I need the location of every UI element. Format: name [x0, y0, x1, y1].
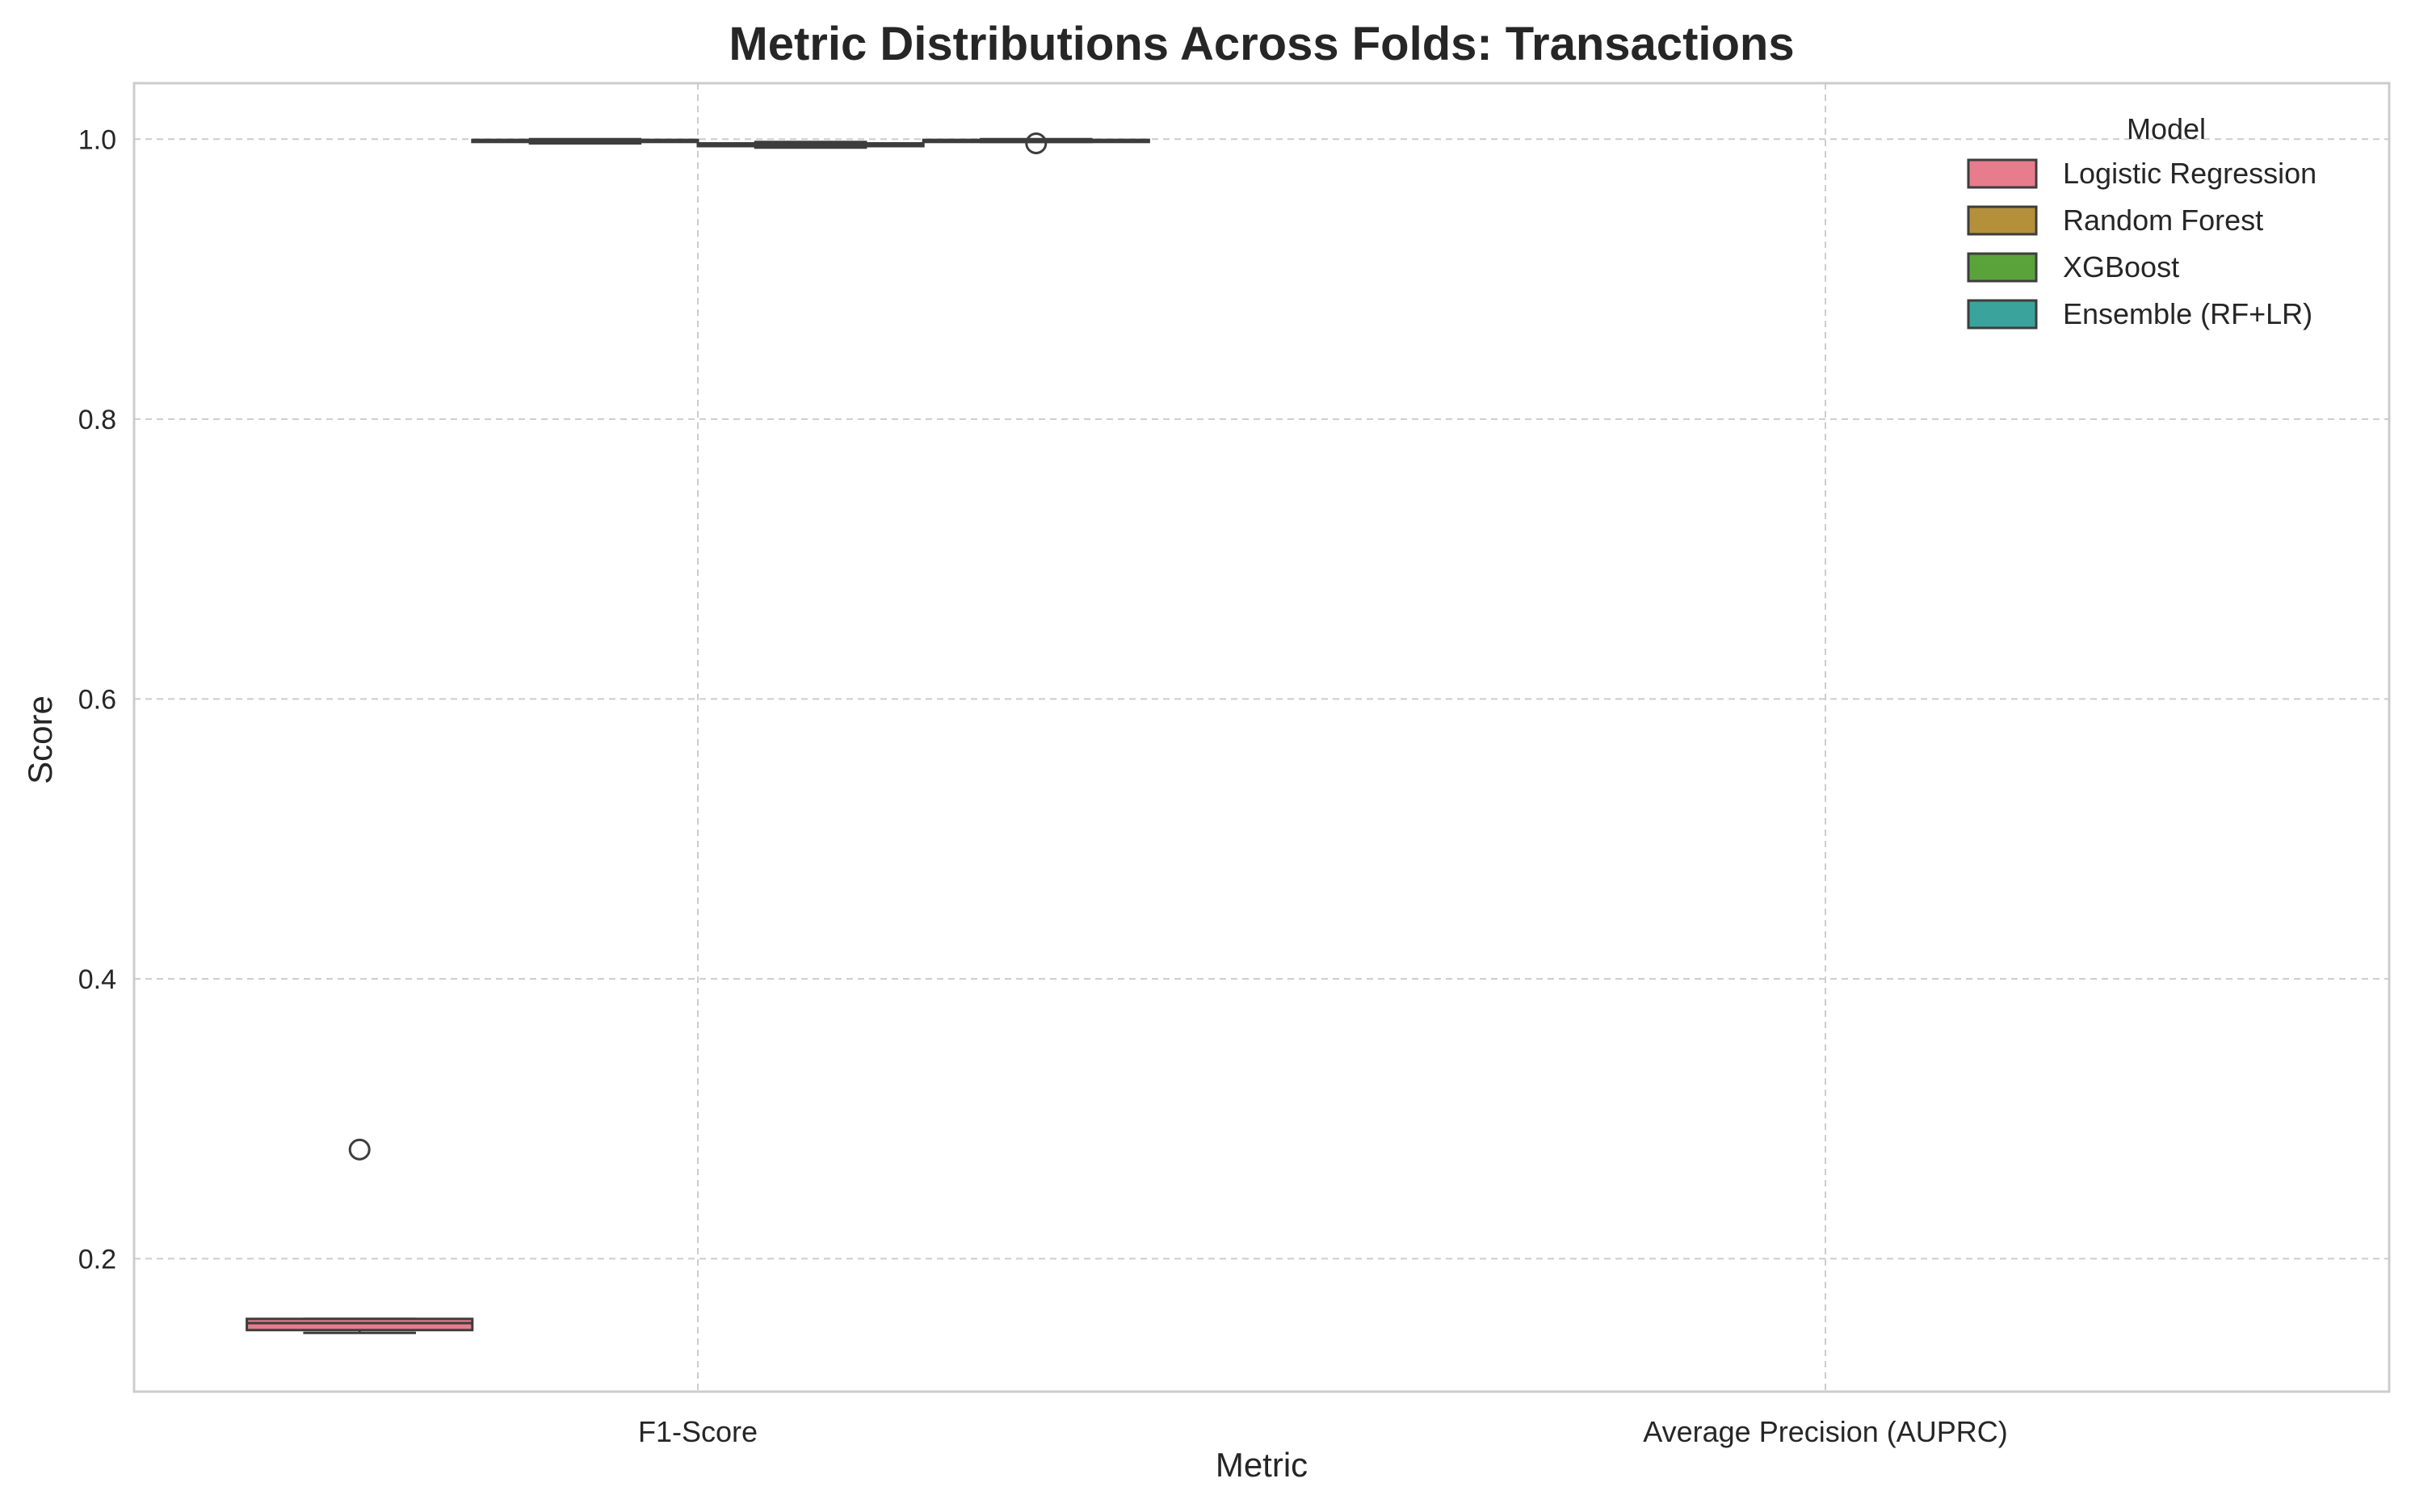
- plot-frame: [132, 82, 2391, 1393]
- grid-layer: [134, 83, 2389, 1392]
- x-tick-label: Average Precision (AUPRC): [1643, 1415, 2008, 1448]
- legend-swatch: [1967, 205, 2038, 236]
- x-tick-label: F1-Score: [638, 1415, 758, 1448]
- legend-label: Random Forest: [2063, 204, 2263, 237]
- y-axis-label: Score: [21, 695, 59, 784]
- box-outlier: [348, 1138, 371, 1161]
- y-tick-label: 0.2: [78, 1244, 116, 1275]
- legend: Model Logistic Regression Random Forest XG…: [1967, 112, 2316, 330]
- legend-title: Model: [2127, 112, 2206, 145]
- legend-items: Logistic Regression Random Forest XGBoost E…: [1967, 157, 2316, 330]
- y-tick-label: 0.8: [78, 405, 116, 435]
- box-iqr: [246, 1317, 474, 1332]
- legend-item: Random Forest: [1967, 204, 2263, 237]
- legend-item: XGBoost: [1967, 250, 2179, 284]
- box-outlier: [1025, 132, 1048, 155]
- y-tick-label: 0.6: [78, 684, 116, 715]
- box-logistic-regression: [246, 1138, 474, 1334]
- legend-swatch: [1967, 299, 2038, 330]
- legend-label: Logistic Regression: [2063, 157, 2316, 190]
- legend-swatch: [1967, 252, 2038, 283]
- legend-label: Ensemble (RF+LR): [2063, 297, 2312, 330]
- legend-swatch: [1967, 158, 2038, 189]
- x-axis-label: Metric: [1216, 1446, 1308, 1484]
- box-ensemble-rf-lr: [922, 132, 1150, 155]
- legend-item: Logistic Regression: [1967, 157, 2316, 190]
- marks-layer: [246, 132, 1150, 1334]
- legend-item: Ensemble (RF+LR): [1967, 297, 2312, 330]
- box-random-forest: [471, 137, 699, 145]
- chart-title: Metric Distributions Across Folds: Trans…: [729, 18, 1794, 70]
- y-tick-label: 0.4: [78, 964, 116, 995]
- axes-layer: 0.2 0.4 0.6 0.8 1.0 F1-Score Average Precision…: [78, 124, 2008, 1448]
- y-tick-label: 1.0: [78, 124, 116, 155]
- box-xgboost: [696, 141, 925, 149]
- legend-label: XGBoost: [2063, 250, 2179, 284]
